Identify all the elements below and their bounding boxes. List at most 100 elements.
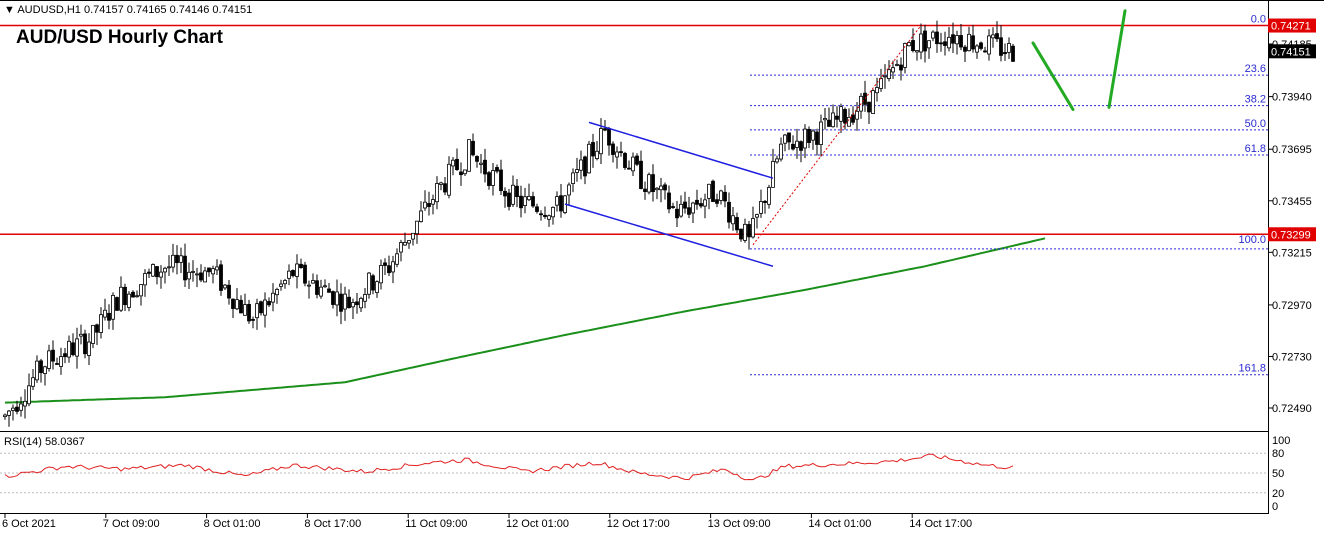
candle-body-bull	[7, 410, 11, 416]
candle-body-bull	[191, 271, 195, 273]
candle	[43, 365, 47, 386]
candle	[143, 269, 147, 297]
candle-body-bull	[783, 134, 787, 144]
candle	[703, 193, 707, 219]
candle-body-bull	[359, 297, 363, 309]
channel-line	[564, 203, 774, 267]
y-tick-label: 0.73695	[1272, 144, 1312, 156]
candle-body-bull	[947, 36, 951, 49]
candle-body-bear	[267, 301, 271, 306]
candle	[523, 187, 527, 214]
candle	[543, 206, 547, 219]
candle	[11, 404, 15, 421]
candle	[1011, 43, 1015, 63]
candle	[795, 128, 799, 159]
candle	[787, 132, 791, 150]
x-tick-label: 7 Oct 09:00	[103, 518, 160, 530]
candle-body-bear	[687, 207, 691, 215]
candle	[771, 148, 775, 188]
candle	[107, 304, 111, 330]
candle	[455, 148, 459, 171]
candle-body-bull	[379, 264, 383, 284]
candle-body-bear	[979, 42, 983, 49]
candle	[951, 22, 955, 54]
candle-body-bull	[431, 199, 435, 205]
candle	[943, 31, 947, 56]
candle	[135, 290, 139, 298]
candle-body-bull	[751, 218, 755, 238]
candle-body-bull	[163, 267, 167, 273]
candle-body-bear	[499, 169, 503, 192]
candle	[719, 189, 723, 205]
candle	[715, 193, 719, 208]
candle-body-bull	[235, 299, 239, 310]
candle	[587, 140, 591, 174]
candle-body-bull	[847, 116, 851, 127]
candle-body-bear	[55, 363, 59, 365]
candle	[679, 195, 683, 218]
candle-body-bull	[11, 407, 15, 411]
candle	[907, 41, 911, 47]
candle-body-bear	[939, 42, 943, 45]
candle-body-bull	[891, 67, 895, 73]
candle-body-bull	[1007, 43, 1011, 53]
candle-body-bull	[511, 184, 515, 205]
candle	[887, 60, 891, 82]
symbol-dropdown-icon[interactable]: ▼	[4, 4, 15, 16]
candle	[195, 267, 199, 288]
candle-body-bull	[143, 273, 147, 286]
candle-body-bull	[423, 201, 427, 209]
candle-body-bull	[311, 280, 315, 284]
candle-body-bear	[515, 185, 519, 197]
candle-body-bull	[555, 196, 559, 206]
candle	[495, 164, 499, 174]
candle	[899, 57, 903, 81]
candle	[55, 357, 59, 365]
candle-body-bear	[247, 303, 251, 322]
candle-body-bear	[827, 119, 831, 127]
candle-body-bull	[59, 356, 63, 367]
candle-body-bear	[999, 37, 1003, 56]
candle	[711, 179, 715, 202]
candle	[867, 101, 871, 124]
candle	[727, 192, 731, 229]
candle	[983, 46, 987, 53]
x-tick-label: 12 Oct 01:00	[506, 518, 569, 530]
candle-body-bull	[463, 169, 467, 175]
candle-body-bear	[531, 196, 535, 207]
candle-body-bull	[43, 366, 47, 374]
candle-body-bull	[419, 210, 423, 223]
candle	[695, 189, 699, 210]
candle-body-bear	[611, 143, 615, 155]
candle-body-bull	[707, 183, 711, 199]
candle-body-bull	[819, 121, 823, 146]
candle-body-bear	[331, 291, 335, 305]
candle	[591, 133, 595, 168]
candle	[843, 107, 847, 130]
candle-body-bull	[575, 169, 579, 173]
candle-body-bear	[1011, 45, 1015, 62]
candle-body-bear	[107, 312, 111, 321]
candle-body-bull	[47, 350, 51, 369]
candle	[299, 258, 303, 269]
candle	[963, 44, 967, 62]
candle	[959, 23, 963, 51]
candle-body-bear	[259, 301, 263, 314]
current-price-tag	[1268, 44, 1316, 59]
candle-body-bear	[459, 171, 463, 176]
candle-body-bull	[375, 281, 379, 293]
candle	[35, 355, 39, 383]
candle-body-bear	[291, 270, 295, 277]
symbol-info: ▼ AUDUSD,H1 0.74157 0.74165 0.74146 0.74…	[4, 4, 252, 16]
sma-layer	[4, 237, 1046, 404]
candle	[95, 323, 99, 345]
candle	[775, 155, 779, 164]
candle	[311, 273, 315, 284]
candle-body-bear	[699, 203, 703, 207]
candle	[99, 307, 103, 339]
candle-body-bull	[927, 40, 931, 49]
candle	[167, 255, 171, 276]
candle	[407, 240, 411, 249]
candle	[515, 179, 519, 208]
